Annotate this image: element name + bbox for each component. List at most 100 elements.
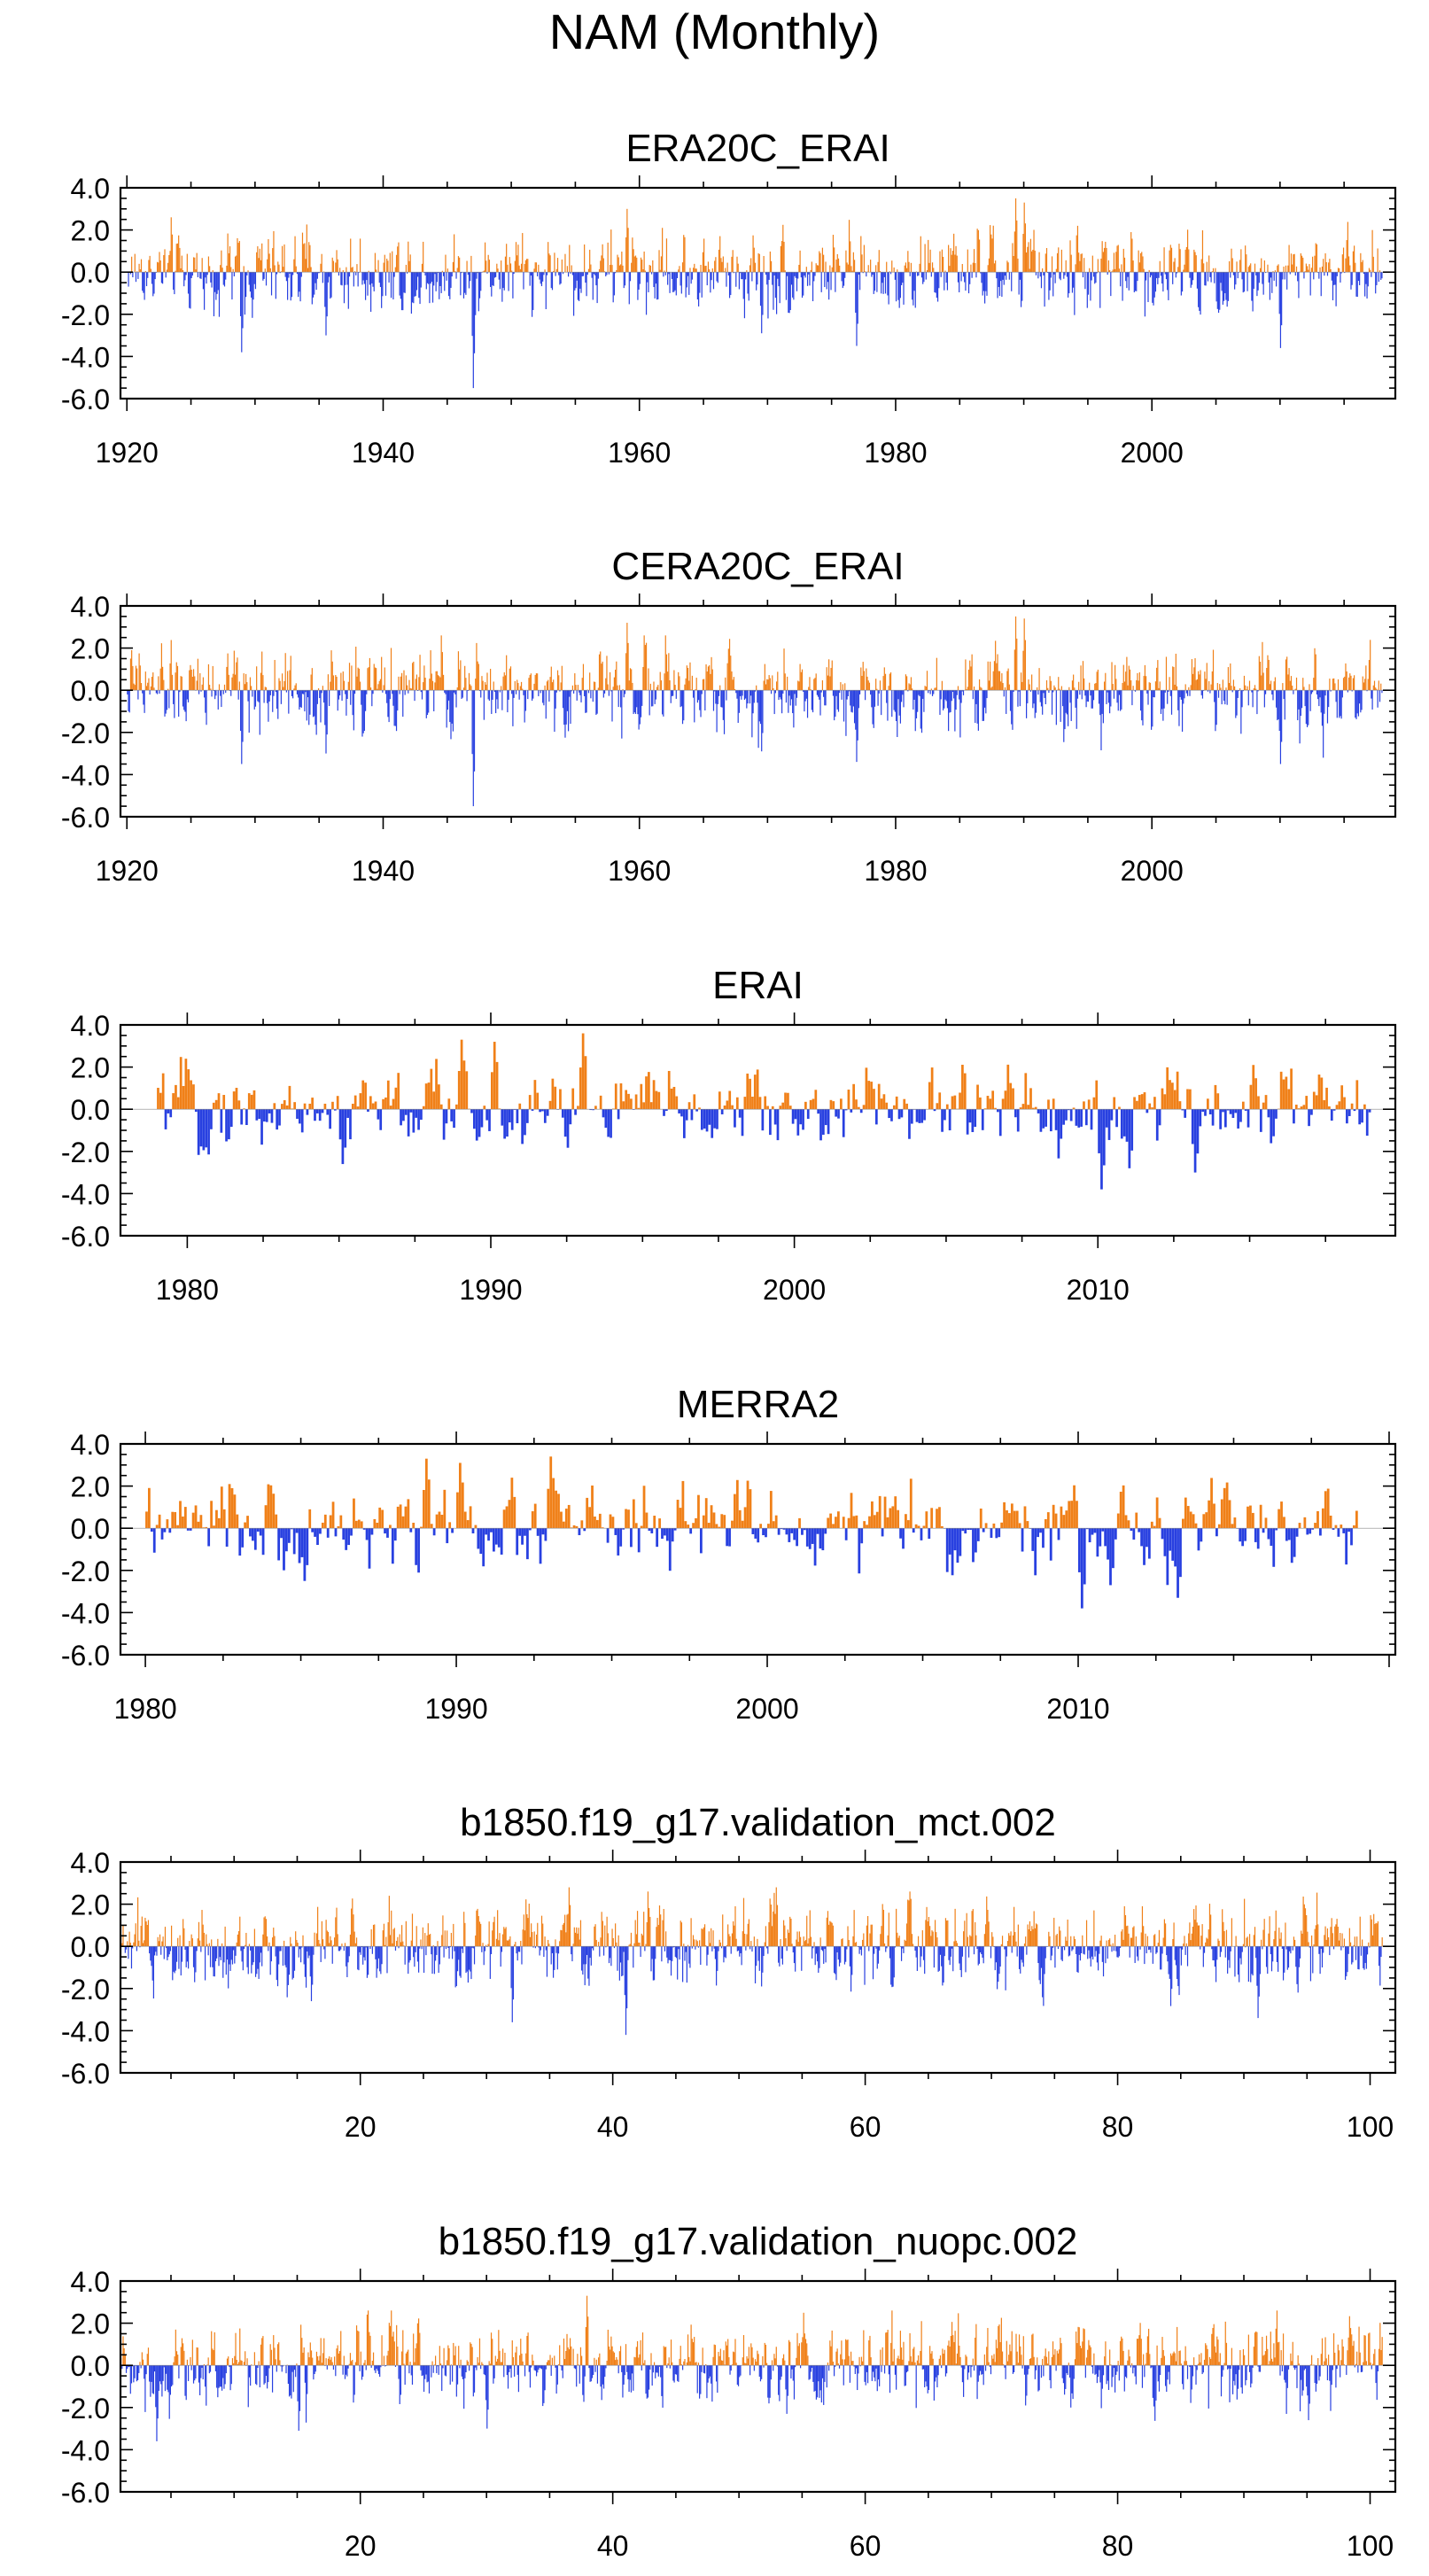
bar	[160, 2365, 162, 2385]
bar	[134, 1934, 136, 1947]
bar	[816, 265, 818, 273]
bar	[872, 1946, 874, 1980]
bar	[311, 1528, 315, 1532]
bar	[589, 1946, 591, 1959]
bar	[402, 1941, 404, 1947]
bar	[752, 690, 754, 714]
bar	[336, 1907, 338, 1947]
bar	[1115, 252, 1117, 273]
bar	[1159, 681, 1161, 691]
bar	[503, 1109, 506, 1139]
bar	[1016, 1946, 1018, 1957]
bar	[162, 272, 164, 284]
bar	[791, 1944, 793, 1947]
bar	[969, 1528, 972, 1531]
bar	[1263, 260, 1265, 273]
bar	[221, 268, 223, 273]
bar	[267, 1484, 270, 1529]
bar	[441, 270, 443, 273]
bar	[408, 260, 410, 273]
bar	[331, 1946, 333, 1964]
bar	[191, 1938, 193, 1947]
bar	[246, 1516, 249, 1529]
bar	[749, 690, 751, 704]
bar	[589, 672, 591, 691]
bar	[1049, 1109, 1052, 1132]
bar	[716, 1946, 718, 1986]
bar	[1302, 1897, 1304, 1947]
bar	[938, 1507, 941, 1529]
bar	[597, 272, 599, 279]
bar	[842, 1109, 845, 1137]
bar	[1335, 1924, 1337, 1947]
bar	[978, 239, 981, 273]
bar	[626, 208, 628, 273]
bar	[1063, 690, 1065, 742]
bar	[1357, 690, 1360, 717]
bar	[1049, 1528, 1052, 1561]
bar	[1037, 1109, 1040, 1113]
bar	[337, 1525, 340, 1529]
bar	[376, 668, 377, 691]
bar	[1219, 1109, 1222, 1129]
bar	[852, 1083, 855, 1110]
bar	[209, 685, 211, 691]
bar	[417, 1109, 420, 1130]
bar	[669, 272, 671, 293]
bar	[1381, 690, 1383, 694]
bar	[1153, 690, 1155, 698]
bar	[794, 690, 796, 694]
bar	[487, 1528, 490, 1541]
bar	[203, 1932, 205, 1947]
bar	[1194, 1920, 1196, 1947]
bar	[218, 272, 221, 317]
bar	[723, 1946, 725, 1963]
bar	[1332, 272, 1334, 300]
bar	[977, 1946, 979, 1966]
bar	[996, 272, 998, 279]
bar	[925, 272, 927, 280]
bar	[256, 666, 258, 691]
bar	[423, 272, 425, 273]
bar	[384, 254, 385, 273]
bar	[1014, 649, 1015, 691]
bar	[830, 272, 832, 291]
bar	[209, 266, 211, 273]
bar	[1006, 1941, 1009, 1947]
bar	[298, 272, 299, 298]
bar	[563, 690, 565, 725]
bar	[621, 1946, 623, 1977]
bar	[1237, 272, 1239, 279]
bar	[408, 679, 410, 691]
bar	[821, 1528, 825, 1551]
bar	[1299, 1946, 1301, 1959]
bar	[920, 272, 923, 278]
bar	[1004, 272, 1006, 276]
bar	[1262, 1528, 1265, 1533]
bar	[1198, 1925, 1200, 1947]
bar	[786, 1946, 788, 1951]
bar	[533, 1931, 535, 1947]
bar	[1273, 272, 1275, 281]
bar	[183, 2350, 185, 2366]
bar	[920, 690, 921, 729]
bar	[134, 253, 136, 273]
bar	[627, 228, 629, 273]
bar	[841, 690, 843, 700]
bar	[600, 1937, 602, 1947]
bar	[476, 1910, 478, 1947]
bar	[184, 1946, 186, 1951]
bar	[524, 1109, 526, 1136]
bar	[685, 272, 687, 298]
bar	[1193, 1109, 1197, 1173]
bar	[1032, 1107, 1035, 1110]
bar	[728, 1528, 731, 1547]
bar	[776, 1109, 780, 1141]
bar	[1244, 1528, 1246, 1541]
bar	[190, 2365, 192, 2370]
bar	[175, 1946, 178, 1962]
bar	[1192, 1926, 1194, 1947]
bar	[1040, 1946, 1043, 1968]
bar	[256, 252, 258, 273]
bar	[1215, 690, 1217, 725]
